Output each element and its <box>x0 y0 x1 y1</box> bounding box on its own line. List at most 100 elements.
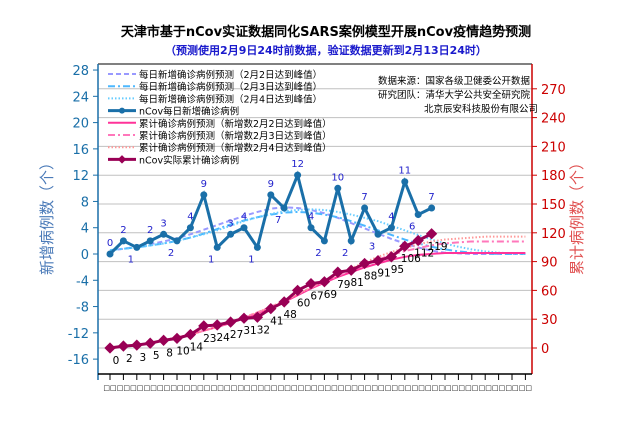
x-tick-label: □□ <box>345 384 358 392</box>
data-label: 3 <box>369 241 375 252</box>
y-left-tick-label: 0 <box>81 248 89 263</box>
data-label: 2 <box>126 353 133 365</box>
x-tick-label: □□ <box>358 384 371 392</box>
data-point <box>372 254 384 267</box>
data-label: 9 <box>268 179 274 190</box>
data-label: 14 <box>190 342 204 354</box>
x-tick-label: □□ <box>157 384 170 392</box>
y-left-tick-label: 20 <box>72 117 89 132</box>
data-point <box>280 204 288 212</box>
data-label: 106 <box>401 253 421 265</box>
data-label: 8 <box>166 347 173 359</box>
y-right-tick-label: 60 <box>541 284 558 299</box>
data-point <box>387 224 395 232</box>
data-point <box>251 311 264 323</box>
data-point <box>305 278 317 290</box>
legend: 每日新增确诊病例预测（2月2日达到峰值）每日新增确诊病例预测（2月3日达到峰值）… <box>108 69 332 166</box>
data-point <box>414 211 422 219</box>
legend-label: nCov每日新增确诊病例 <box>139 106 239 118</box>
y-left-tick-label: -12 <box>68 327 89 342</box>
data-label: 3 <box>160 218 166 229</box>
data-point <box>399 240 411 252</box>
data-point <box>184 328 197 341</box>
data-point <box>347 237 355 245</box>
data-label: 119 <box>428 241 448 253</box>
y-left-tick-label: 12 <box>72 169 89 184</box>
legend-label: 累计确诊病例预测（新增数2月2日达到峰值） <box>139 118 332 130</box>
data-point <box>412 234 424 247</box>
data-label: 91 <box>377 268 390 280</box>
data-label: 3 <box>227 218 233 229</box>
legend-label: 每日新增确诊病例预测（2月3日达到峰值） <box>139 81 322 93</box>
x-tick-label: □□ <box>117 384 130 392</box>
x-tick-label: □□ <box>318 384 331 392</box>
x-tick-label: □□ <box>331 384 344 392</box>
data-label: 112 <box>414 247 434 259</box>
data-label: 4 <box>388 212 394 223</box>
data-point <box>186 224 194 232</box>
series-line <box>109 210 526 255</box>
y-right-tick-label: 240 <box>541 112 566 127</box>
y-left-tick-label: 28 <box>72 64 89 79</box>
data-label: 12 <box>291 159 304 170</box>
data-label: 7 <box>428 192 434 203</box>
data-point <box>361 204 369 212</box>
x-tick-label: □□ <box>385 384 398 392</box>
data-label: 32 <box>257 324 270 336</box>
data-label: 10 <box>176 345 189 357</box>
x-tick-label: □□ <box>237 384 250 392</box>
y-left-tick-label: 16 <box>72 143 89 158</box>
y-axis-left-title: 新增病例数（个） <box>38 155 56 275</box>
data-point <box>200 191 208 199</box>
data-label: 60 <box>297 297 310 309</box>
data-label: 48 <box>284 309 297 321</box>
x-tick-label: □□ <box>291 384 304 392</box>
x-tick-label: □□ <box>438 384 451 392</box>
data-point <box>238 312 250 324</box>
axes: 2824201612840-4-8-12-1627024021018015012… <box>68 63 566 392</box>
data-label: 4 <box>241 212 247 223</box>
data-point <box>160 230 168 238</box>
y-left-tick-label: 4 <box>81 222 89 237</box>
y-right-tick-label: 30 <box>541 313 558 328</box>
x-tick-label: □□ <box>519 384 532 392</box>
data-label: 27 <box>230 329 243 341</box>
data-point <box>278 296 290 308</box>
x-tick-label: □□ <box>103 384 116 392</box>
x-tick-label: □□ <box>264 384 277 392</box>
data-label: 7 <box>361 192 367 203</box>
data-point <box>320 237 328 245</box>
data-point <box>104 342 116 354</box>
data-point <box>133 243 141 251</box>
x-tick-label: □□ <box>479 384 492 392</box>
data-point <box>224 316 237 328</box>
data-label: 23 <box>203 333 216 345</box>
data-point <box>401 178 409 186</box>
data-label: 2 <box>168 248 174 259</box>
x-tick-label: □□ <box>398 384 411 392</box>
legend-label: 累计确诊病例预测（新增数2月4日达到峰值） <box>139 142 332 154</box>
data-point <box>253 243 261 251</box>
x-tick-label: □□ <box>278 384 291 392</box>
data-point <box>358 257 371 270</box>
data-point <box>144 337 156 349</box>
data-point <box>374 230 382 238</box>
x-tick-label: □□ <box>144 384 157 392</box>
chart-subtitle: （预测使用2月9日24时前数据，验证数据更新到2月13日24时） <box>165 43 487 57</box>
data-point <box>240 224 248 232</box>
x-tick-label: □□ <box>251 384 264 392</box>
y-right-tick-label: 150 <box>541 198 566 213</box>
y-left-tick-label: 8 <box>81 195 89 210</box>
data-label: 4 <box>187 212 193 223</box>
x-tick-label: □□ <box>170 384 183 392</box>
data-label: 3 <box>139 352 146 364</box>
data-point <box>171 332 183 345</box>
series-1 <box>109 210 526 255</box>
data-point <box>157 334 170 346</box>
y-left-tick-label: -4 <box>76 274 89 289</box>
y-left-tick-label: -16 <box>68 353 89 368</box>
y-right-tick-label: 270 <box>541 83 566 98</box>
data-label: 0 <box>113 355 120 367</box>
